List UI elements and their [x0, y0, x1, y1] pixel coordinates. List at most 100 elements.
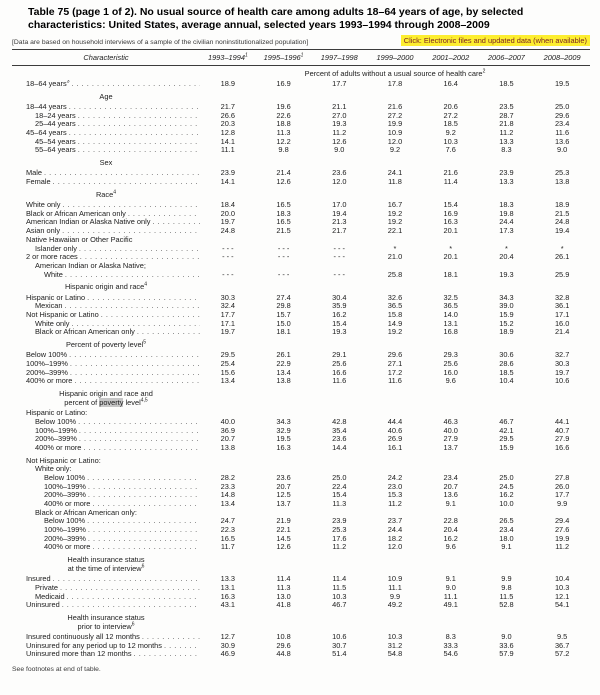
value-cell: 42.1	[499, 425, 514, 435]
value-cell: 13.4	[220, 376, 236, 386]
table-row: Uninsured 43.1 41.8 46.7 49.2 49.1 52.8 54.1	[12, 601, 590, 610]
value-cell: 26.0	[554, 481, 570, 491]
value-cell: 13.0	[276, 591, 291, 601]
row-label-cell: 45–64 years	[12, 129, 200, 138]
value-cell: 18.3	[499, 200, 514, 210]
row-label-cell: 400% or more	[12, 500, 200, 509]
value-cell: 42.8	[332, 416, 347, 426]
value-cell: 21.4	[276, 168, 291, 178]
value-cell: 29.6	[554, 110, 570, 120]
value-cell: 16.0	[554, 318, 570, 328]
value-cell: 27.2	[387, 110, 403, 120]
dot-leader	[140, 633, 200, 642]
value-cell: 18.8	[276, 119, 291, 129]
value-cell: 9.2	[445, 128, 456, 138]
value-cell: 21.0	[387, 252, 403, 262]
value-cell: 16.7	[387, 200, 403, 210]
value-cell: 24.8	[220, 226, 236, 236]
section-header-line: Health insurance status	[12, 613, 200, 623]
value-cell: 10.3	[387, 632, 403, 642]
value-cell: 16.6	[332, 367, 347, 377]
dot-leader	[51, 178, 200, 187]
value-cell: 25.6	[443, 358, 458, 368]
row-label: Islander only	[35, 244, 77, 253]
row-label: Below 100%	[44, 517, 86, 526]
value-cell: 14.8	[220, 490, 236, 500]
value-cell: 10.4	[499, 376, 514, 386]
row-label-cell: 400% or more	[12, 543, 200, 552]
value-cell: *	[560, 243, 564, 253]
value-cell: 15.2	[499, 318, 514, 328]
value-cell: 8.3	[445, 632, 456, 642]
value-cell: 9.1	[445, 499, 456, 509]
row-label: 100%–199%	[35, 426, 77, 435]
value-cell: 11.5	[499, 591, 514, 601]
table-row: Not Hispanic or Latino 17.7 15.7 16.2 15.8 14…	[12, 309, 590, 320]
table-row: Private 13.1 11.3 11.5 11.1 9.0 9.8 10.3	[12, 583, 590, 593]
value-cell: 11.7	[220, 542, 235, 552]
value-cell: 17.7	[220, 309, 236, 319]
unit-header-text: Percent of adults without a usual source…	[304, 69, 483, 78]
value-cell: 18.1	[276, 327, 291, 337]
column-header-year: 2001–2002	[432, 53, 470, 62]
table-row: 400% or more 11.7 12.6 11.2 12.0 9.6 9.1 11.2	[12, 543, 590, 552]
value-cell: 10.6	[554, 376, 570, 386]
value-cell: 36.5	[443, 301, 458, 311]
row-label-cell: Private	[12, 584, 200, 593]
value-cell: 36.5	[387, 301, 403, 311]
value-cell: 32.5	[443, 292, 458, 302]
unit-header-sup: 2	[482, 68, 486, 75]
table-row: Hispanic or Latino 30.3 27.4 30.4 32.6 32.5 34…	[12, 292, 590, 303]
value-cell: 13.4	[276, 367, 291, 377]
row-label: Black or African American only	[35, 328, 135, 337]
value-cell: 11.3	[276, 128, 291, 138]
value-cell: 13.1	[443, 318, 458, 328]
value-cell: 31.2	[387, 640, 403, 650]
value-cell: 9.1	[501, 542, 512, 552]
value-cell: 22.4	[332, 481, 347, 491]
value-cell: 12.8	[220, 128, 236, 138]
table-row: White only 18.4 16.5 17.0 16.7 15.4 18.3 18.9	[12, 200, 590, 210]
dot-leader	[61, 201, 200, 210]
row-label: Uninsured for any period up to 12 months	[26, 641, 162, 650]
group-label-row: Not Hispanic or Latino:	[26, 455, 101, 465]
value-cell: 24.5	[499, 481, 514, 491]
table-row: White only 17.1 15.0 15.4 14.9 13.1 15.2 16.0	[12, 318, 590, 329]
value-cell: 19.7	[220, 327, 236, 337]
value-cell: 40.6	[387, 425, 403, 435]
section-header-line: percent of poverty level4,5	[12, 397, 200, 408]
value-cell: 29.5	[499, 434, 514, 444]
row-label: Private	[35, 583, 59, 592]
value-cell: 33.3	[443, 640, 458, 650]
value-cell: 9.2	[389, 145, 401, 155]
row-label-cell: 400% or more	[12, 444, 200, 453]
electronic-files-link[interactable]: Click: Electronic files and updated data…	[400, 35, 590, 46]
value-cell: 25.8	[387, 269, 403, 279]
value-cell: 12.0	[332, 177, 347, 187]
value-cell: 11.3	[332, 499, 347, 509]
value-cell: 52.8	[499, 600, 514, 610]
value-cell: 57.2	[554, 649, 570, 659]
section-sup: 5	[143, 339, 146, 346]
value-cell: 26.6	[220, 110, 236, 120]
table-row: 100%–199% 25.4 22.9 25.6 27.1 25.6 28.6 30.3	[12, 358, 590, 369]
section-text: Percent of poverty level	[65, 340, 144, 349]
value-cell: 16.6	[554, 442, 570, 452]
value-cell: 19.2	[387, 217, 403, 227]
value-cell: 20.4	[499, 252, 514, 262]
table-row: Female 14.1 12.6 12.0 11.8 11.4 13.3 13.8	[12, 177, 590, 187]
value-cell: 54.8	[387, 649, 403, 659]
value-cell: 27.9	[443, 434, 458, 444]
value-cell: 18.1	[443, 269, 458, 279]
row-label-cell: 400% or more	[12, 377, 200, 386]
value-cell: 13.7	[276, 499, 291, 509]
value-cell: 24.7	[220, 516, 236, 526]
footnote: See footnotes at end of table.	[12, 666, 101, 674]
value-cell: 11.2	[388, 499, 402, 509]
dot-leader	[63, 302, 200, 311]
row-label-cell: 200%–399%	[12, 535, 200, 544]
value-cell: 13.8	[554, 177, 570, 187]
row-label-cell: Islander only	[12, 245, 200, 254]
value-cell: 29.6	[387, 350, 403, 360]
dot-leader	[90, 543, 200, 552]
